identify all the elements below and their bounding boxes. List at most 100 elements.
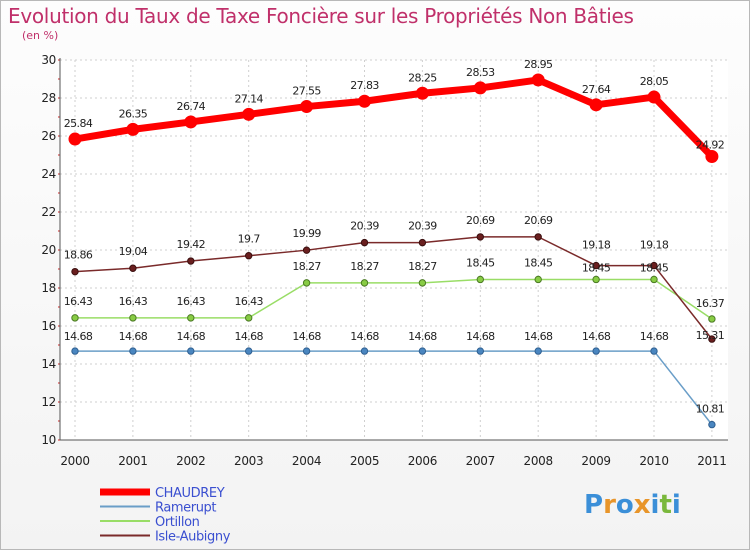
data-point-isle-aubigny xyxy=(708,335,716,343)
data-label-chaudrey: 24.92 xyxy=(696,139,725,152)
data-label-ortillon: 16.43 xyxy=(234,295,263,308)
series-isle-aubigny xyxy=(71,233,716,343)
data-label-isle-aubigny: 20.39 xyxy=(350,220,379,233)
logo-letter: i xyxy=(671,490,681,520)
data-point-ortillon xyxy=(708,315,716,323)
data-point-chaudrey xyxy=(184,115,198,129)
data-label-ortillon: 18.45 xyxy=(524,256,553,269)
data-point-ortillon xyxy=(592,275,600,284)
x-tick-label: 2011 xyxy=(697,454,726,468)
data-label-ortillon: 18.27 xyxy=(292,260,321,273)
y-tick-label: 14 xyxy=(41,357,56,371)
data-label-chaudrey: 27.64 xyxy=(582,83,611,96)
y-tick-label: 30 xyxy=(41,53,56,67)
legend-label-ramerupt: Ramerupt xyxy=(155,501,216,516)
data-point-ortillon xyxy=(534,275,542,284)
data-point-isle-aubigny xyxy=(650,261,658,270)
data-label-ortillon: 18.27 xyxy=(350,260,379,273)
data-point-isle-aubigny xyxy=(129,264,137,272)
data-label-isle-aubigny: 19.99 xyxy=(292,227,321,240)
data-label-ramerupt: 14.68 xyxy=(524,330,553,343)
data-label-isle-aubigny: 18.86 xyxy=(64,249,93,262)
data-point-ramerupt xyxy=(476,347,484,355)
data-point-isle-aubigny xyxy=(592,261,600,270)
x-tick-label: 2007 xyxy=(466,454,495,468)
data-point-isle-aubigny xyxy=(187,257,195,265)
legend-label-chaudrey: CHAUDREY xyxy=(155,486,225,501)
series-line-ortillon xyxy=(74,278,713,320)
x-tick-label: 2010 xyxy=(639,454,668,468)
data-label-ramerupt: 14.68 xyxy=(64,330,93,343)
data-point-isle-aubigny xyxy=(71,267,79,276)
x-tick-label: 2003 xyxy=(234,454,263,468)
logo-letter: t xyxy=(659,490,672,520)
data-point-chaudrey xyxy=(589,98,603,112)
x-tick-label: 2009 xyxy=(581,454,610,468)
data-point-isle-aubigny xyxy=(360,238,369,247)
series-ortillon xyxy=(71,275,716,323)
data-point-chaudrey xyxy=(531,73,545,87)
y-tick-label: 10 xyxy=(41,433,56,447)
data-label-isle-aubigny: 19.04 xyxy=(119,245,148,258)
data-label-isle-aubigny: 19.18 xyxy=(640,239,669,252)
data-point-chaudrey xyxy=(68,132,82,146)
series-line-chaudrey xyxy=(71,76,716,161)
data-point-isle-aubigny xyxy=(418,238,427,247)
data-point-ramerupt xyxy=(534,347,542,355)
x-tick-label: 2005 xyxy=(350,454,379,468)
data-label-ramerupt: 14.68 xyxy=(234,330,263,343)
logo-letter: P xyxy=(584,490,604,520)
legend-label-ortillon: Ortillon xyxy=(155,515,200,530)
data-point-ortillon xyxy=(302,279,311,287)
data-point-ramerupt xyxy=(360,347,369,355)
chart-subtitle: (en %) xyxy=(22,29,59,42)
data-point-chaudrey xyxy=(300,100,314,114)
data-point-chaudrey xyxy=(415,86,429,100)
x-tick-label: 2008 xyxy=(524,454,553,468)
y-tick-label: 22 xyxy=(41,205,56,219)
y-tick-label: 18 xyxy=(41,281,56,295)
data-point-ramerupt xyxy=(129,347,137,355)
data-label-ortillon: 18.45 xyxy=(466,256,495,269)
data-point-ortillon xyxy=(245,314,253,322)
data-point-ramerupt xyxy=(650,347,658,355)
logo-letter: r xyxy=(603,490,616,520)
data-label-isle-aubigny: 15.31 xyxy=(696,329,725,342)
data-point-ortillon xyxy=(360,279,369,287)
x-tick-label: 2004 xyxy=(292,454,321,468)
y-tick-label: 12 xyxy=(41,395,56,409)
data-label-chaudrey: 26.74 xyxy=(177,100,206,113)
data-label-ramerupt: 14.68 xyxy=(292,330,321,343)
data-point-ortillon xyxy=(71,314,79,322)
data-point-isle-aubigny xyxy=(534,233,542,241)
data-point-ortillon xyxy=(418,279,427,287)
data-point-ramerupt xyxy=(187,347,195,355)
data-label-ramerupt: 14.68 xyxy=(350,330,379,343)
data-label-ramerupt: 14.68 xyxy=(582,330,611,343)
data-point-ramerupt xyxy=(592,347,600,355)
data-label-ramerupt: 14.68 xyxy=(119,330,148,343)
data-point-isle-aubigny xyxy=(302,246,311,254)
data-label-ramerupt: 14.68 xyxy=(408,330,437,343)
y-tick-label: 26 xyxy=(41,129,56,143)
data-label-ramerupt: 14.68 xyxy=(466,330,495,343)
data-point-ramerupt xyxy=(418,347,427,355)
data-label-ramerupt: 14.68 xyxy=(177,330,206,343)
data-point-chaudrey xyxy=(705,150,719,164)
data-point-ramerupt xyxy=(245,347,253,355)
data-point-isle-aubigny xyxy=(245,252,253,260)
data-point-chaudrey xyxy=(358,94,371,108)
data-label-chaudrey: 28.05 xyxy=(640,75,669,88)
data-label-chaudrey: 27.14 xyxy=(234,92,263,105)
x-tick-label: 2002 xyxy=(176,454,205,468)
series-line-isle-aubigny xyxy=(74,236,713,340)
data-point-ramerupt xyxy=(71,347,79,355)
x-tick-label: 2000 xyxy=(60,454,89,468)
proxiti-logo: Proxiti xyxy=(584,490,681,520)
data-label-ortillon: 16.43 xyxy=(119,295,148,308)
data-point-ramerupt xyxy=(302,347,311,355)
data-point-ortillon xyxy=(129,314,137,322)
data-label-ramerupt: 14.68 xyxy=(640,330,669,343)
data-label-chaudrey: 27.55 xyxy=(292,85,321,98)
y-tick-label: 16 xyxy=(41,319,56,333)
